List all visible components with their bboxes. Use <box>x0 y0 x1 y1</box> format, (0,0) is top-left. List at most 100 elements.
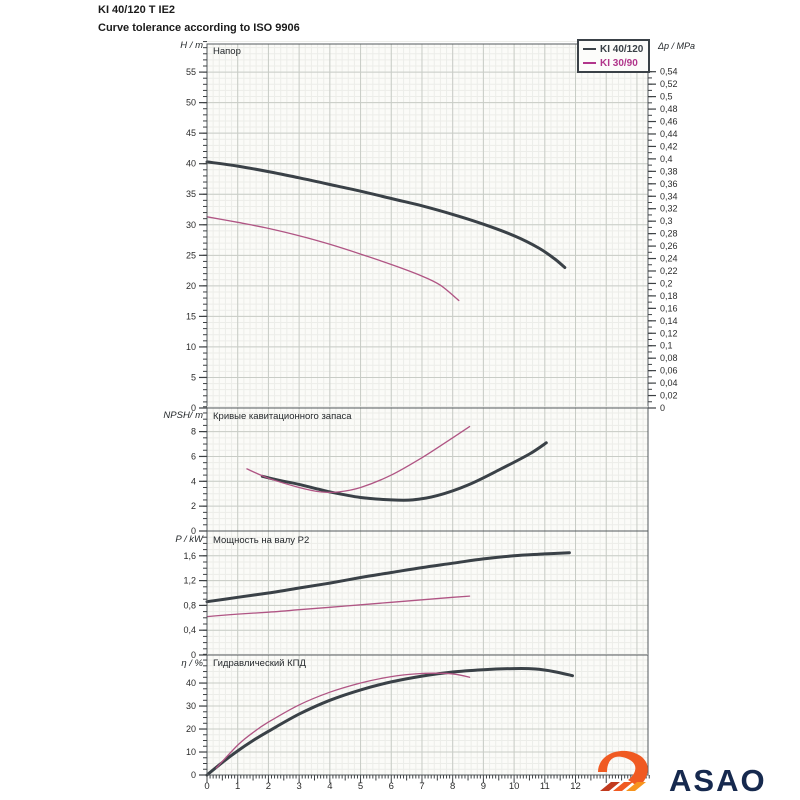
panel-title-efficiency: Гидравлический КПД <box>213 658 306 669</box>
panel-0 <box>205 41 649 409</box>
asao-logo-text: ASAO <box>669 763 767 798</box>
right-axis-tick-label: 0,3 <box>660 216 673 226</box>
y-tick-label: 10 <box>186 342 196 352</box>
x-tick-label: 11 <box>540 781 550 792</box>
right-axis-tick-label: 0,32 <box>660 204 678 214</box>
y-tick-label: 30 <box>186 220 196 230</box>
series-KI-30-90 <box>206 595 471 618</box>
right-axis-tick-label: 0,2 <box>660 278 673 288</box>
tolerance-note: Curve tolerance according to ISO 9906 <box>98 22 300 34</box>
panel-3 <box>205 653 649 777</box>
series-KI-40-120 <box>205 551 571 604</box>
panel-title-power: Мощность на валу P2 <box>213 535 310 546</box>
x-tick-label: 3 <box>296 781 301 792</box>
right-axis-tick-label: 0,24 <box>660 254 678 264</box>
series-KI-30-90 <box>215 672 471 769</box>
x-tick-label: 6 <box>389 781 394 792</box>
right-axis-tick-label: 0,22 <box>660 266 678 276</box>
right-axis-tick-label: 0,42 <box>660 141 678 151</box>
right-axis-tick-label: 0,46 <box>660 117 678 127</box>
y-tick-label: 1,6 <box>183 551 196 561</box>
legend-label: KI 30/90 <box>600 57 638 69</box>
right-axis-tick-label: 0,44 <box>660 129 678 139</box>
panel-3-y-axis: 0 10 20 30 40 <box>186 653 207 780</box>
right-axis-label: Δp / MPa <box>658 41 696 51</box>
right-axis-tick-label: 0,36 <box>660 179 678 189</box>
y-tick-label: 5 <box>191 372 196 382</box>
y-tick-label: 55 <box>186 67 196 77</box>
panel-2-y-axis: 0 0,4 0,8 1,2 1,6 <box>183 530 207 660</box>
series-KI-40-120 <box>205 160 567 269</box>
panel-2 <box>205 530 649 656</box>
panel-1-grid-minor <box>207 406 648 532</box>
legend: KI 40/120 KI 30/90 <box>577 39 650 73</box>
y-tick-label: 1,2 <box>183 576 196 586</box>
right-axis-tick-label: 0,38 <box>660 166 678 176</box>
legend-label: KI 40/120 <box>600 43 644 55</box>
series-KI-30-90 <box>206 216 460 302</box>
asao-logo: ASAO <box>586 745 767 799</box>
right-axis-tick-label: 0 <box>660 403 665 413</box>
x-tick-label: 8 <box>450 781 455 792</box>
y-tick-label: 35 <box>186 189 196 199</box>
panel-3-border <box>206 654 649 776</box>
y-tick-label: 6 <box>191 451 196 461</box>
right-axis-tick-label: 0,5 <box>660 92 673 102</box>
x-tick-label: 0 <box>204 781 209 792</box>
y-axis-label-head: H / m <box>180 40 203 51</box>
y-axis-label-npsh: NPSH/ m <box>163 410 203 421</box>
right-axis-tick-label: 0,18 <box>660 291 678 301</box>
right-axis-tick-label: 0,04 <box>660 378 678 388</box>
y-tick-label: 40 <box>186 678 196 688</box>
right-axis-tick-label: 0,12 <box>660 328 678 338</box>
right-axis-tick-label: 0,26 <box>660 241 678 251</box>
right-axis-tick-label: 0,52 <box>660 79 678 89</box>
y-tick-label: 50 <box>186 98 196 108</box>
series-KI-40-120 <box>205 667 574 777</box>
right-axis-tick-label: 0,08 <box>660 353 678 363</box>
y-tick-label: 40 <box>186 159 196 169</box>
y-tick-label: 10 <box>186 747 196 757</box>
panel-title-head: Напор <box>213 46 241 57</box>
page-title: KI 40/120 T IE2 <box>98 4 176 16</box>
x-tick-label: 5 <box>358 781 363 792</box>
y-tick-label: 0 <box>191 526 196 536</box>
x-tick-label: 1 <box>235 781 240 792</box>
panel-0-grid-major <box>207 44 648 409</box>
right-axis-tick-label: 0,02 <box>660 391 678 401</box>
x-tick-label: 10 <box>509 781 520 792</box>
legend-line-swatch <box>583 48 596 50</box>
x-axis: 0 1 2 3 4 5 6 7 8 9 10 11 12 <box>204 775 650 792</box>
asao-swoosh-icon <box>598 750 648 791</box>
right-axis-tick-label: 0,06 <box>660 366 678 376</box>
y-tick-label: 8 <box>191 427 196 437</box>
series-KI-30-90 <box>246 425 471 494</box>
y-tick-label: 0 <box>191 403 196 413</box>
y-tick-label: 0 <box>191 650 196 660</box>
x-tick-label: 2 <box>266 781 271 792</box>
right-axis-tick-label: 0,54 <box>660 67 678 77</box>
x-tick-label: 9 <box>481 781 486 792</box>
right-axis-tick-label: 0,28 <box>660 229 678 239</box>
right-axis-tick-label: 0,4 <box>660 154 673 164</box>
y-tick-label: 20 <box>186 724 196 734</box>
y-tick-label: 15 <box>186 311 196 321</box>
x-tick-label: 4 <box>327 781 332 792</box>
panel-title-npsh: Кривые кавитационного запаса <box>213 411 352 422</box>
y-tick-label: 0,4 <box>183 625 196 635</box>
y-axis-label-efficiency: η / % <box>181 658 203 669</box>
y-tick-label: 0 <box>191 770 196 780</box>
right-axis-tick-label: 0,14 <box>660 316 678 326</box>
x-tick-label: 12 <box>570 781 581 792</box>
y-tick-label: 30 <box>186 701 196 711</box>
legend-item: KI 40/120 <box>583 42 646 56</box>
legend-item: KI 30/90 <box>583 56 646 70</box>
y-tick-label: 0,8 <box>183 600 196 610</box>
y-tick-label: 20 <box>186 281 196 291</box>
y-axis-label-power: P / kW <box>175 534 203 545</box>
right-axis-tick-label: 0,34 <box>660 191 678 201</box>
x-tick-label: 7 <box>419 781 424 792</box>
right-axis-tick-label: 0,16 <box>660 303 678 313</box>
y-tick-label: 45 <box>186 128 196 138</box>
